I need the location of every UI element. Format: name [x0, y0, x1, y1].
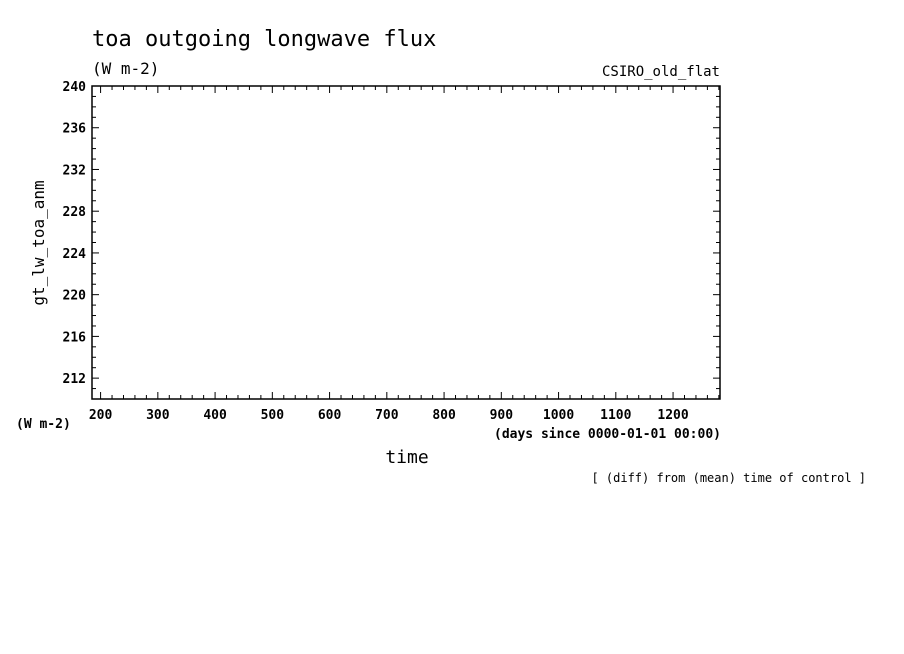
chart-title: toa outgoing longwave flux	[92, 27, 436, 52]
chart-subtitle: (W m-2)	[92, 59, 159, 78]
x-tick-label: 1000	[543, 408, 574, 423]
footnote: [ (diff) from (mean) time of control ]	[591, 471, 866, 485]
plot-frame	[91, 85, 721, 400]
y-tick-label: 216	[63, 330, 87, 345]
x-tick-label: 800	[432, 408, 456, 423]
y-tick-label: 228	[63, 205, 87, 220]
x-tick-label: 600	[318, 408, 342, 423]
x-tick-label: 400	[203, 408, 227, 423]
x-tick-label: 1100	[600, 408, 631, 423]
y-tick-label: 236	[63, 122, 87, 137]
y-tick-label: 220	[63, 289, 87, 304]
y-axis-units: (W m-2)	[16, 417, 71, 432]
x-tick-labels: 200 300 400 500 600 700 800 900 1000 1100 1200	[89, 408, 689, 423]
y-tick-labels: 212 216 220 224 228 232 236 240	[63, 80, 87, 387]
model-label: CSIRO_old_flat	[602, 64, 720, 80]
y-tick-label: 224	[63, 247, 87, 262]
x-tick-label: 200	[89, 408, 113, 423]
y-tick-label: 212	[63, 372, 86, 387]
x-axis-label: time	[385, 447, 428, 468]
x-tick-label: 500	[261, 408, 285, 423]
x-tick-label: 300	[146, 408, 170, 423]
x-tick-label: 1200	[657, 408, 688, 423]
x-axis-units: (days since 0000-01-01 00:00)	[494, 427, 721, 442]
y-tick-label: 240	[63, 80, 87, 95]
y-tick-label: 232	[63, 163, 86, 178]
x-tick-label: 900	[490, 408, 514, 423]
tick-marks	[92, 85, 720, 400]
y-axis-label: gt_lw_toa_anm	[29, 180, 48, 305]
x-tick-label: 700	[375, 408, 399, 423]
